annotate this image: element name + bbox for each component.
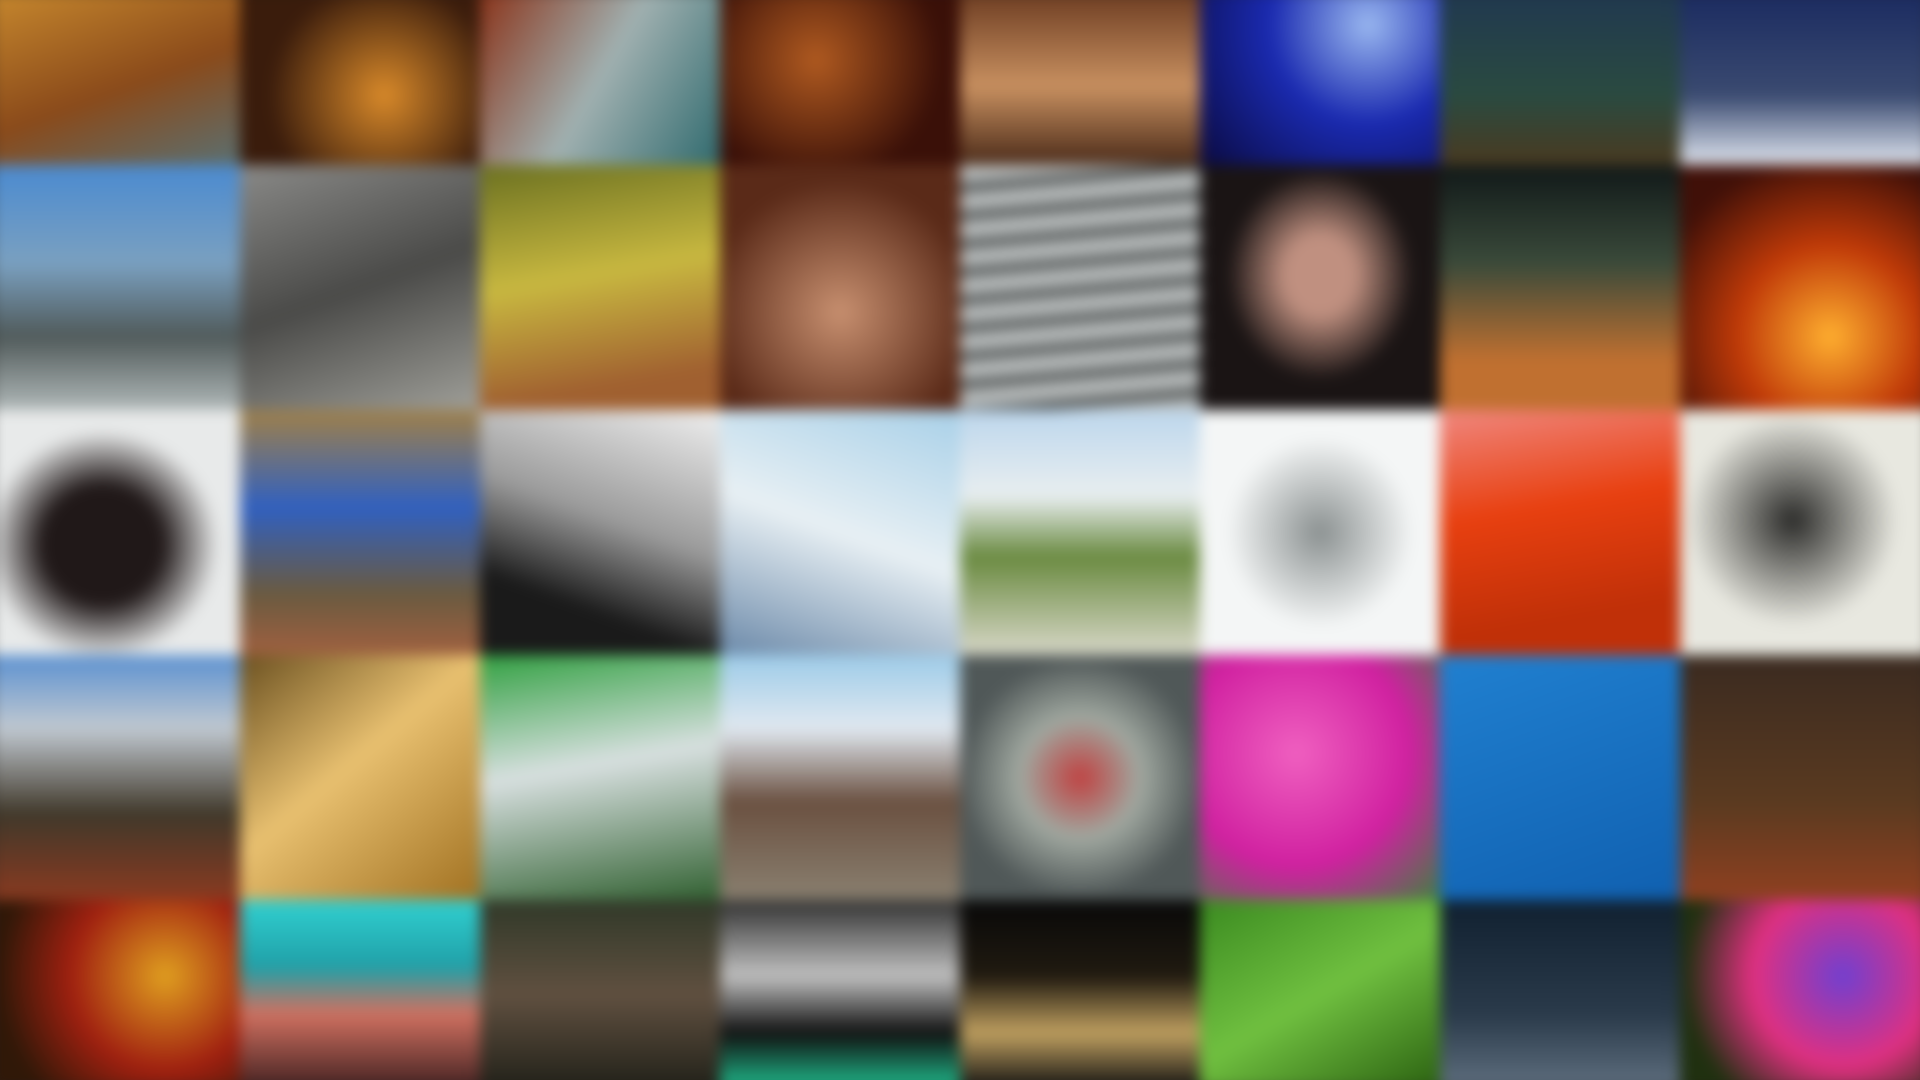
photo-tile	[480, 655, 720, 900]
photo-tile	[1680, 410, 1920, 655]
photo-tile	[0, 410, 240, 655]
photo-tile	[240, 410, 480, 655]
photo-tile	[1200, 165, 1440, 410]
photo-tile	[0, 0, 240, 165]
photo-tile	[1440, 165, 1680, 410]
photo-tile	[480, 410, 720, 655]
photo-tile	[1200, 655, 1440, 900]
photo-tile	[960, 655, 1200, 900]
photo-tile	[960, 165, 1200, 410]
photo-tile	[240, 900, 480, 1080]
photo-tile	[1680, 0, 1920, 165]
photo-tile	[480, 0, 720, 165]
photo-tile	[1200, 410, 1440, 655]
photo-tile	[0, 655, 240, 900]
photo-tile	[960, 900, 1200, 1080]
photo-tile	[1440, 410, 1680, 655]
photo-tile	[1680, 900, 1920, 1080]
photo-tile	[720, 410, 960, 655]
photo-tile	[720, 165, 960, 410]
photo-tile	[960, 410, 1200, 655]
photo-tile	[0, 165, 240, 410]
photo-tile	[720, 655, 960, 900]
photo-tile	[1200, 900, 1440, 1080]
photo-tile	[720, 900, 960, 1080]
photo-tile	[1200, 0, 1440, 165]
photo-tile	[480, 165, 720, 410]
photo-tile	[1680, 165, 1920, 410]
photo-tile	[1440, 655, 1680, 900]
photo-tile	[1440, 0, 1680, 165]
photo-tile	[960, 0, 1200, 165]
photo-tile	[240, 655, 480, 900]
photo-tile	[480, 900, 720, 1080]
photo-tile	[1440, 900, 1680, 1080]
photo-tile	[0, 900, 240, 1080]
photo-tile	[240, 165, 480, 410]
photo-tile	[240, 0, 480, 165]
photo-tile	[720, 0, 960, 165]
photo-tile	[1680, 655, 1920, 900]
